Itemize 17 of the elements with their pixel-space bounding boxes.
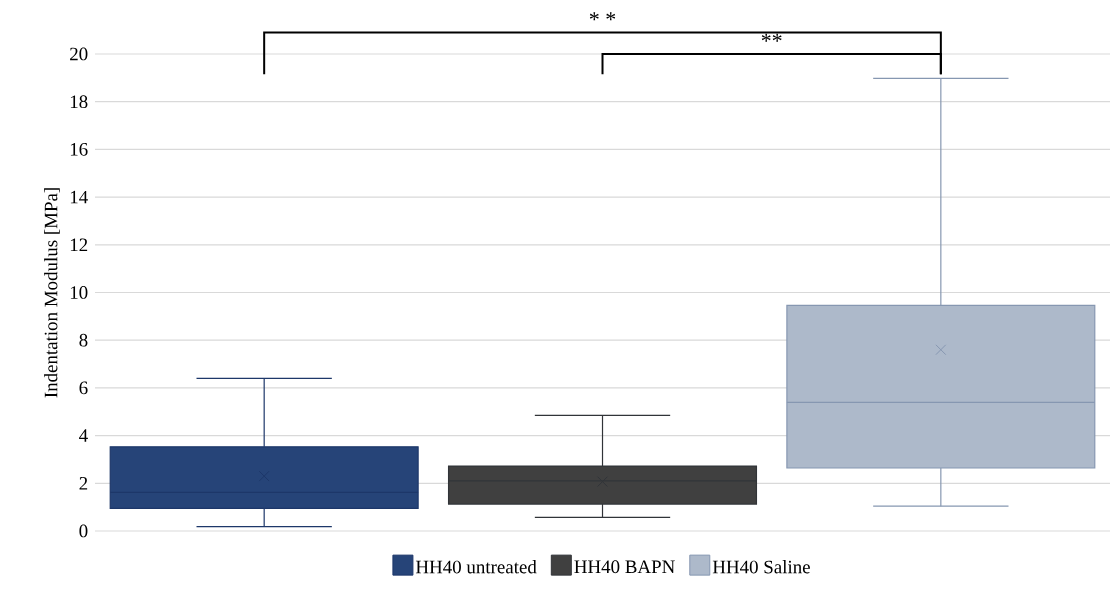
y-tick-label: 20: [70, 47, 88, 61]
legend-label: HH40 BAPN: [574, 560, 675, 574]
legend-label: HH40 untreated: [415, 560, 537, 574]
y-axis-title: Indentation Modulus [MPa]: [44, 188, 60, 398]
y-tick-label: 10: [70, 286, 88, 299]
y-tick-label: 4: [79, 429, 88, 442]
text: * *: [589, 12, 616, 21]
text: **: [761, 33, 782, 42]
y-tick-label: 0: [79, 524, 88, 538]
y-tick-label: 2: [79, 477, 88, 490]
y-tick-label: 8: [79, 333, 88, 347]
legend-label: HH40 Saline: [712, 560, 810, 574]
y-tick-label: 12: [70, 238, 88, 252]
y-tick-label: 6: [79, 381, 88, 395]
y-tick-label: 16: [70, 143, 88, 156]
y-tick-label: 18: [70, 95, 88, 109]
y-tick-label: 14: [70, 190, 88, 204]
